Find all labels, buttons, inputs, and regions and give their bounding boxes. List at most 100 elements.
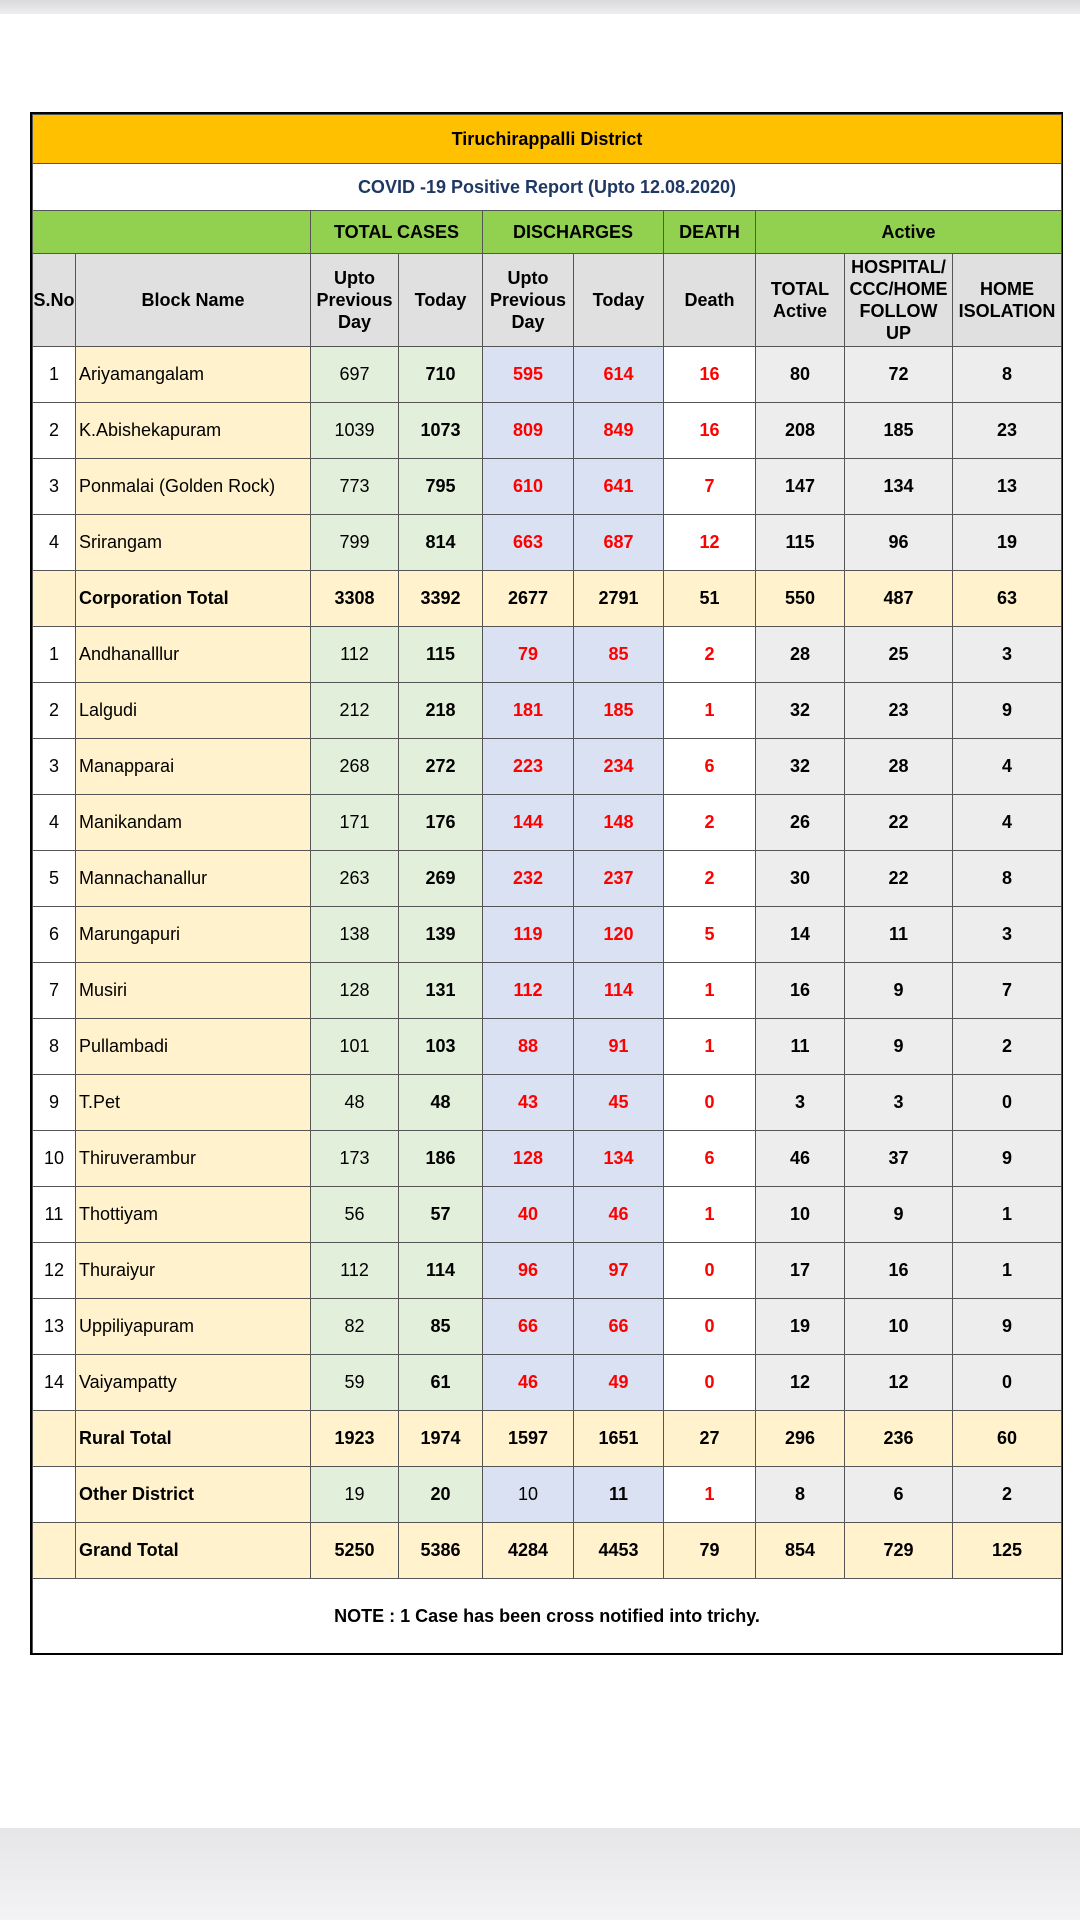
cell-total-active: 30 [755, 850, 845, 907]
cell-total-active: 115 [755, 514, 845, 571]
cell-discharges-prev: 232 [482, 850, 574, 907]
cell-hospital-followup: 28 [844, 738, 953, 795]
table-row: 14 Vaiyampatty 59 61 46 49 0 12 12 0 [32, 1354, 1062, 1411]
cell-cases-today: 114 [398, 1242, 483, 1299]
cell-block-name: Ponmalai (Golden Rock) [75, 458, 311, 515]
cell-total-active: 16 [755, 962, 845, 1019]
cell-cases-prev: 268 [310, 738, 399, 795]
cell-discharges-today: 148 [573, 794, 664, 851]
report-table: Tiruchirappalli District COVID -19 Posit… [32, 114, 1062, 1653]
cell-death: 16 [663, 346, 756, 403]
cell-sno: 8 [32, 1018, 76, 1075]
cell-discharges-today: 234 [573, 738, 664, 795]
cell-discharges-today: 687 [573, 514, 664, 571]
cell-cases-today: 48 [398, 1074, 483, 1131]
cell-block-name: Musiri [75, 962, 311, 1019]
cell-cases-prev: 138 [310, 906, 399, 963]
cell-hospital-followup: 72 [844, 346, 953, 403]
cell-hospital-followup: 22 [844, 794, 953, 851]
cell-cases-prev: 128 [310, 962, 399, 1019]
cell-discharges-prev: 809 [482, 402, 574, 459]
cell-cases-today: 186 [398, 1130, 483, 1187]
group-header-blank [32, 210, 311, 254]
cell-hospital-followup: 185 [844, 402, 953, 459]
subtitle-row: COVID -19 Positive Report (Upto 12.08.20… [32, 163, 1062, 211]
cell-discharges-today: 641 [573, 458, 664, 515]
cell-total-active: 28 [755, 626, 845, 683]
cell-cases-prev: 101 [310, 1018, 399, 1075]
table-row: 1 Andhanalllur 112 115 79 85 2 28 25 3 [32, 626, 1062, 683]
table-row: 2 Lalgudi 212 218 181 185 1 32 23 9 [32, 682, 1062, 739]
cell-total-active: 12 [755, 1354, 845, 1411]
cell-hospital-followup: 236 [844, 1410, 953, 1467]
cell-cases-today: 57 [398, 1186, 483, 1243]
cell-cases-today: 1073 [398, 402, 483, 459]
cell-hospital-followup: 23 [844, 682, 953, 739]
cell-death: 6 [663, 738, 756, 795]
cell-home-isolation: 23 [952, 402, 1062, 459]
cell-death: 0 [663, 1354, 756, 1411]
cell-cases-today: 269 [398, 850, 483, 907]
table-row: 11 Thottiyam 56 57 40 46 1 10 9 1 [32, 1186, 1062, 1243]
report-title: Tiruchirappalli District [32, 114, 1062, 164]
cell-death: 1 [663, 1466, 756, 1523]
cell-total-active: 46 [755, 1130, 845, 1187]
cell-death: 27 [663, 1410, 756, 1467]
cell-home-isolation: 9 [952, 1130, 1062, 1187]
cell-block-name: Thottiyam [75, 1186, 311, 1243]
cell-block-name: Other District [75, 1466, 311, 1523]
cell-sno [32, 1466, 76, 1523]
bottom-bar [0, 1828, 1080, 1920]
cell-sno: 6 [32, 906, 76, 963]
cell-home-isolation: 1 [952, 1186, 1062, 1243]
cell-cases-today: 272 [398, 738, 483, 795]
cell-cases-prev: 19 [310, 1466, 399, 1523]
cell-hospital-followup: 3 [844, 1074, 953, 1131]
title-row: Tiruchirappalli District [32, 114, 1062, 164]
cell-cases-prev: 112 [310, 1242, 399, 1299]
cell-home-isolation: 0 [952, 1354, 1062, 1411]
cell-total-active: 26 [755, 794, 845, 851]
cell-death: 1 [663, 1186, 756, 1243]
cell-home-isolation: 1 [952, 1242, 1062, 1299]
table-body: Tiruchirappalli District COVID -19 Posit… [32, 114, 1062, 1653]
cell-death: 0 [663, 1298, 756, 1355]
cell-sno: 13 [32, 1298, 76, 1355]
cell-discharges-today: 11 [573, 1466, 664, 1523]
cell-discharges-prev: 181 [482, 682, 574, 739]
cell-home-isolation: 8 [952, 346, 1062, 403]
cell-cases-today: 1974 [398, 1410, 483, 1467]
cell-discharges-prev: 66 [482, 1298, 574, 1355]
cell-block-name: Thiruverambur [75, 1130, 311, 1187]
cell-cases-prev: 5250 [310, 1522, 399, 1579]
cell-cases-today: 103 [398, 1018, 483, 1075]
cell-sno: 4 [32, 514, 76, 571]
cell-cases-prev: 171 [310, 794, 399, 851]
cell-home-isolation: 60 [952, 1410, 1062, 1467]
cell-cases-today: 710 [398, 346, 483, 403]
cell-block-name: Srirangam [75, 514, 311, 571]
cell-discharges-today: 614 [573, 346, 664, 403]
cell-block-name: Corporation Total [75, 570, 311, 627]
cell-block-name: Manapparai [75, 738, 311, 795]
cell-hospital-followup: 487 [844, 570, 953, 627]
cell-discharges-prev: 112 [482, 962, 574, 1019]
cell-discharges-prev: 663 [482, 514, 574, 571]
cell-discharges-today: 237 [573, 850, 664, 907]
note-row: NOTE : 1 Case has been cross notified in… [32, 1578, 1062, 1653]
cell-sno [32, 570, 76, 627]
cell-hospital-followup: 729 [844, 1522, 953, 1579]
cell-sno: 4 [32, 794, 76, 851]
cell-sno: 2 [32, 682, 76, 739]
other-district-row: Other District 19 20 10 11 1 8 6 2 [32, 1466, 1062, 1523]
cell-cases-prev: 173 [310, 1130, 399, 1187]
group-header-active: Active [755, 210, 1062, 254]
cell-sno: 3 [32, 458, 76, 515]
cell-hospital-followup: 22 [844, 850, 953, 907]
cell-discharges-today: 2791 [573, 570, 664, 627]
cell-total-active: 854 [755, 1522, 845, 1579]
cell-discharges-today: 97 [573, 1242, 664, 1299]
cell-hospital-followup: 10 [844, 1298, 953, 1355]
cell-block-name: T.Pet [75, 1074, 311, 1131]
